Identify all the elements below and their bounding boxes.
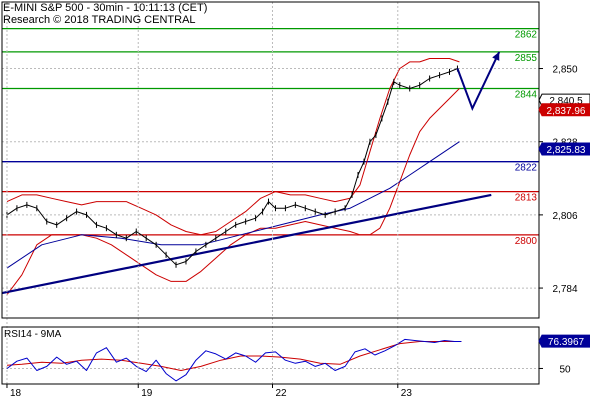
price-panel: 2862 2855 2844 2822 2813 2800	[1, 27, 539, 295]
level-label-2800: 2800	[515, 236, 538, 247]
y-tick-label-3: 2,850	[552, 65, 577, 76]
price-badge-1-box	[538, 103, 590, 117]
rsi-badge-box	[538, 334, 590, 348]
x-tick-label-1: 19	[141, 388, 153, 399]
level-label-2855: 2855	[515, 53, 538, 64]
rsi-line	[6, 338, 462, 382]
bollinger-upper-line	[6, 58, 460, 236]
level-label-2862: 2862	[515, 30, 538, 41]
moving-average-line	[6, 141, 460, 269]
chart-title: E-MINI S&P 500 - 30min - 10:11:13 (CET)	[3, 2, 208, 14]
rsi-badge-label: 76.3967	[548, 337, 585, 348]
price-badge-2-box	[538, 142, 590, 156]
y-tick-label-0: 2,784	[552, 284, 577, 295]
projection-arrow-line	[456, 51, 501, 112]
projection-arrow-head	[492, 51, 500, 61]
rsi-title: RSI14 - 9MA	[4, 329, 62, 340]
price-badge-1-label: 2,837.96	[547, 106, 586, 117]
y-tick-label-1: 2,806	[552, 211, 577, 222]
bollinger-lower-line	[6, 88, 460, 295]
rsi-tick-label-0: 50	[559, 364, 571, 375]
level-label-2813: 2813	[515, 193, 538, 204]
level-label-2822: 2822	[515, 163, 538, 174]
price-badge-0-label: 2,840.5	[549, 96, 583, 107]
x-tick-label-3: 23	[401, 388, 413, 399]
support-trendline	[1, 193, 492, 295]
level-label-2844: 2844	[515, 89, 538, 100]
price-panel-frame	[1, 1, 540, 319]
copyright-line: Research © 2018 TRADING CENTRAL	[3, 14, 196, 26]
rsi-panel-frame	[1, 326, 540, 385]
x-tick-label-2: 22	[275, 388, 287, 399]
x-tick-label-0: 18	[10, 388, 22, 399]
rsi-panel: RSI14 - 9MA	[2, 329, 539, 382]
rsi-ma-line	[6, 341, 462, 371]
price-badge-2-label: 2,825.83	[547, 145, 586, 156]
